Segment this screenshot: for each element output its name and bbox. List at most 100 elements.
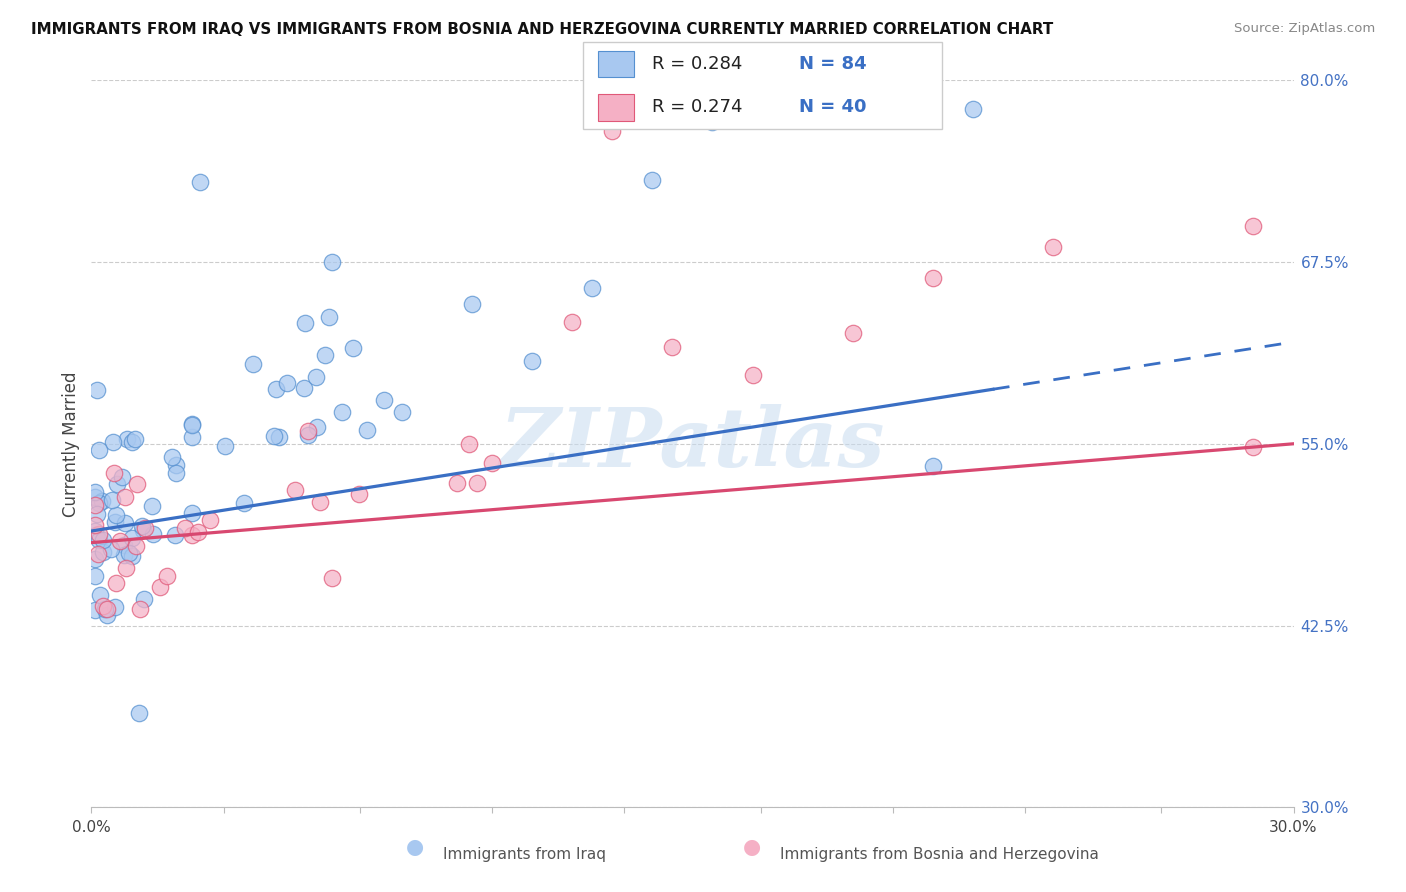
Point <box>263 429 285 443</box>
Text: IMMIGRANTS FROM IRAQ VS IMMIGRANTS FROM BOSNIA AND HERZEGOVINA CURRENTLY MARRIED: IMMIGRANTS FROM IRAQ VS IMMIGRANTS FROM … <box>31 22 1053 37</box>
Point <box>305 419 328 434</box>
Point <box>841 326 863 340</box>
Y-axis label: Currently Married: Currently Married <box>62 371 80 516</box>
Point <box>214 439 236 453</box>
Point <box>115 561 138 575</box>
Point <box>141 499 163 513</box>
Point <box>84 568 107 582</box>
Point <box>114 516 136 530</box>
Point <box>84 485 107 500</box>
Point <box>180 418 202 433</box>
Point <box>1042 240 1064 254</box>
Point <box>198 513 221 527</box>
Point <box>84 490 107 504</box>
Point <box>180 506 202 520</box>
Point <box>91 533 114 548</box>
Point <box>180 417 202 431</box>
Point <box>96 602 118 616</box>
Point <box>125 539 148 553</box>
FancyBboxPatch shape <box>598 51 634 77</box>
Point <box>661 340 683 354</box>
Point <box>124 432 146 446</box>
Point <box>94 601 117 615</box>
Point <box>100 542 122 557</box>
FancyBboxPatch shape <box>583 42 942 129</box>
Point <box>1243 219 1265 233</box>
Point <box>330 405 353 419</box>
Point <box>305 370 328 384</box>
Point <box>294 316 316 330</box>
Point <box>100 493 122 508</box>
Point <box>276 376 298 390</box>
Point <box>284 483 307 497</box>
Point <box>108 534 131 549</box>
Point <box>188 175 211 189</box>
Point <box>114 490 136 504</box>
Point <box>134 521 156 535</box>
Point <box>269 430 291 444</box>
Point <box>87 527 110 541</box>
Point <box>1243 440 1265 454</box>
Point <box>89 496 111 510</box>
Point <box>163 528 186 542</box>
Point <box>121 549 143 563</box>
Point <box>174 521 197 535</box>
Point <box>292 381 315 395</box>
Point <box>87 547 110 561</box>
Point <box>103 466 125 480</box>
Point <box>922 458 945 473</box>
Point <box>702 115 724 129</box>
Point <box>641 173 664 187</box>
Point <box>232 496 254 510</box>
Point <box>105 477 128 491</box>
Point <box>321 570 343 584</box>
Point <box>165 466 187 480</box>
Point <box>465 476 488 491</box>
Text: Source: ZipAtlas.com: Source: ZipAtlas.com <box>1234 22 1375 36</box>
Point <box>84 524 107 539</box>
Point <box>446 475 468 490</box>
Text: Immigrants from Iraq: Immigrants from Iraq <box>443 847 606 862</box>
Point <box>266 382 288 396</box>
Point <box>118 546 141 560</box>
Point <box>181 528 204 542</box>
Point <box>87 533 110 548</box>
Point <box>242 357 264 371</box>
Text: R = 0.274: R = 0.274 <box>651 97 742 116</box>
Point <box>581 281 603 295</box>
Point <box>105 576 128 591</box>
Point <box>89 588 111 602</box>
FancyBboxPatch shape <box>598 95 634 120</box>
Point <box>84 517 107 532</box>
Text: ZIPatlas: ZIPatlas <box>499 404 886 483</box>
Text: ●: ● <box>744 838 761 857</box>
Point <box>297 428 319 442</box>
Text: ●: ● <box>406 838 423 857</box>
Point <box>165 458 187 473</box>
Point <box>318 310 340 325</box>
Point <box>104 600 127 615</box>
Point <box>962 103 984 117</box>
Point <box>156 569 179 583</box>
Point <box>86 507 108 521</box>
Point <box>115 432 138 446</box>
Point <box>103 435 125 450</box>
Point <box>342 342 364 356</box>
Point <box>91 599 114 614</box>
Point <box>142 527 165 541</box>
Point <box>180 430 202 444</box>
Point <box>308 495 330 509</box>
Point <box>922 271 945 285</box>
Point <box>86 528 108 542</box>
Point <box>314 348 336 362</box>
Point <box>391 405 413 419</box>
Point <box>87 442 110 457</box>
Point <box>901 108 924 122</box>
Point <box>132 524 155 538</box>
Point <box>121 435 143 450</box>
Point <box>762 103 785 117</box>
Point <box>91 545 114 559</box>
Point <box>86 384 108 398</box>
Text: R = 0.284: R = 0.284 <box>651 54 742 73</box>
Text: N = 40: N = 40 <box>799 97 866 116</box>
